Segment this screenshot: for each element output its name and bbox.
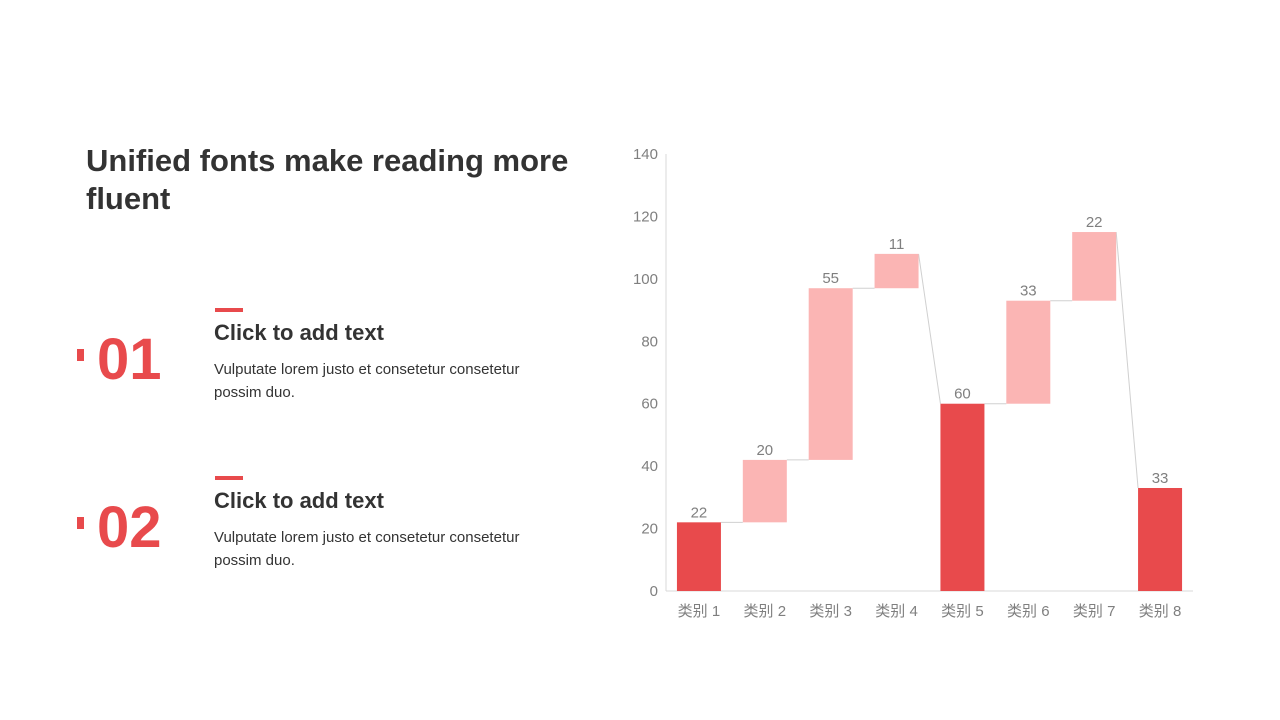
- connector-line: [1115, 231, 1139, 489]
- data-label: 60: [954, 386, 971, 403]
- data-label: 33: [1152, 470, 1169, 487]
- y-tick-label: 40: [641, 458, 658, 475]
- slide-title: Unified fonts make reading more fluent: [86, 143, 569, 216]
- data-label: 22: [691, 504, 708, 521]
- bar: [1138, 487, 1183, 591]
- x-tick-label: 类别 7: [1073, 603, 1116, 620]
- item-heading[interactable]: Click to add text: [214, 320, 384, 345]
- item-body[interactable]: Vulputate lorem justo et consetetur cons…: [214, 529, 520, 569]
- y-tick-label: 120: [633, 208, 658, 225]
- list-item: 01 Click to add text Vulputate lorem jus…: [0, 300, 600, 420]
- data-label: 11: [889, 236, 905, 253]
- x-tick-label: 类别 5: [941, 603, 984, 620]
- x-tick-label: 类别 6: [1007, 603, 1050, 620]
- y-tick-label: 80: [641, 333, 658, 350]
- x-tick-label: 类别 8: [1139, 603, 1182, 620]
- y-tick-label: 0: [650, 583, 658, 600]
- y-tick-label: 60: [641, 396, 658, 413]
- accent-dash: [215, 308, 243, 312]
- list-item: 02 Click to add text Vulputate lorem jus…: [0, 468, 600, 588]
- bar: [676, 522, 721, 591]
- y-tick-label: 20: [641, 521, 658, 538]
- bar: [1006, 300, 1051, 404]
- item-number: 02: [97, 495, 162, 560]
- x-tick-label: 类别 2: [744, 603, 787, 620]
- x-tick-label: 类别 1: [678, 603, 721, 620]
- y-tick-label: 100: [633, 271, 658, 288]
- bar: [742, 459, 787, 523]
- x-tick-label: 类别 4: [875, 603, 918, 620]
- connector-line: [918, 253, 941, 404]
- item-body[interactable]: Vulputate lorem justo et consetetur cons…: [214, 361, 520, 401]
- bullet-marker: [77, 349, 84, 361]
- y-tick-label: 140: [633, 146, 658, 163]
- data-label: 20: [756, 442, 773, 459]
- item-heading[interactable]: Click to add text: [214, 488, 384, 513]
- bullet-marker: [77, 517, 84, 529]
- item-number: 01: [97, 327, 162, 392]
- x-tick-label: 类别 3: [809, 603, 852, 620]
- bar: [874, 253, 919, 289]
- bar: [1072, 232, 1117, 301]
- accent-dash: [215, 476, 243, 480]
- data-label: 22: [1086, 214, 1103, 231]
- data-label: 55: [822, 270, 839, 287]
- data-label: 33: [1020, 283, 1037, 300]
- waterfall-chart: 0 20 40 60 80 100 120 140 22 类别 1 20 类别 2 55 类别 3 11 类别…: [633, 146, 1193, 620]
- bar: [808, 288, 853, 460]
- bar: [940, 403, 985, 591]
